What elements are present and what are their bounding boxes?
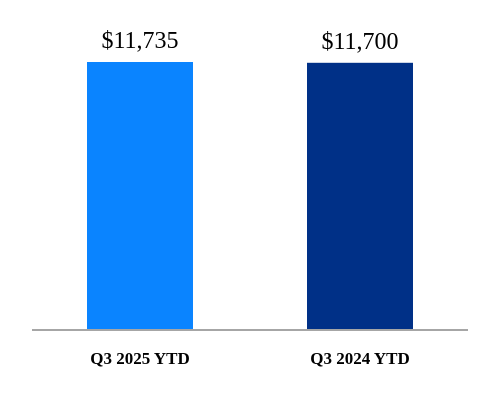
category-label-1: Q3 2025 YTD: [90, 349, 190, 368]
labels: $11,735 Q3 2025 YTD $11,700 Q3 2024 YTD: [90, 28, 410, 368]
category-label-2: Q3 2024 YTD: [310, 349, 410, 368]
bar-1: [87, 62, 193, 330]
bar-value-label-2: $11,700: [321, 29, 398, 55]
bar-2: [307, 62, 413, 330]
bars: [87, 62, 413, 330]
bar-value-label-1: $11,735: [101, 28, 178, 54]
